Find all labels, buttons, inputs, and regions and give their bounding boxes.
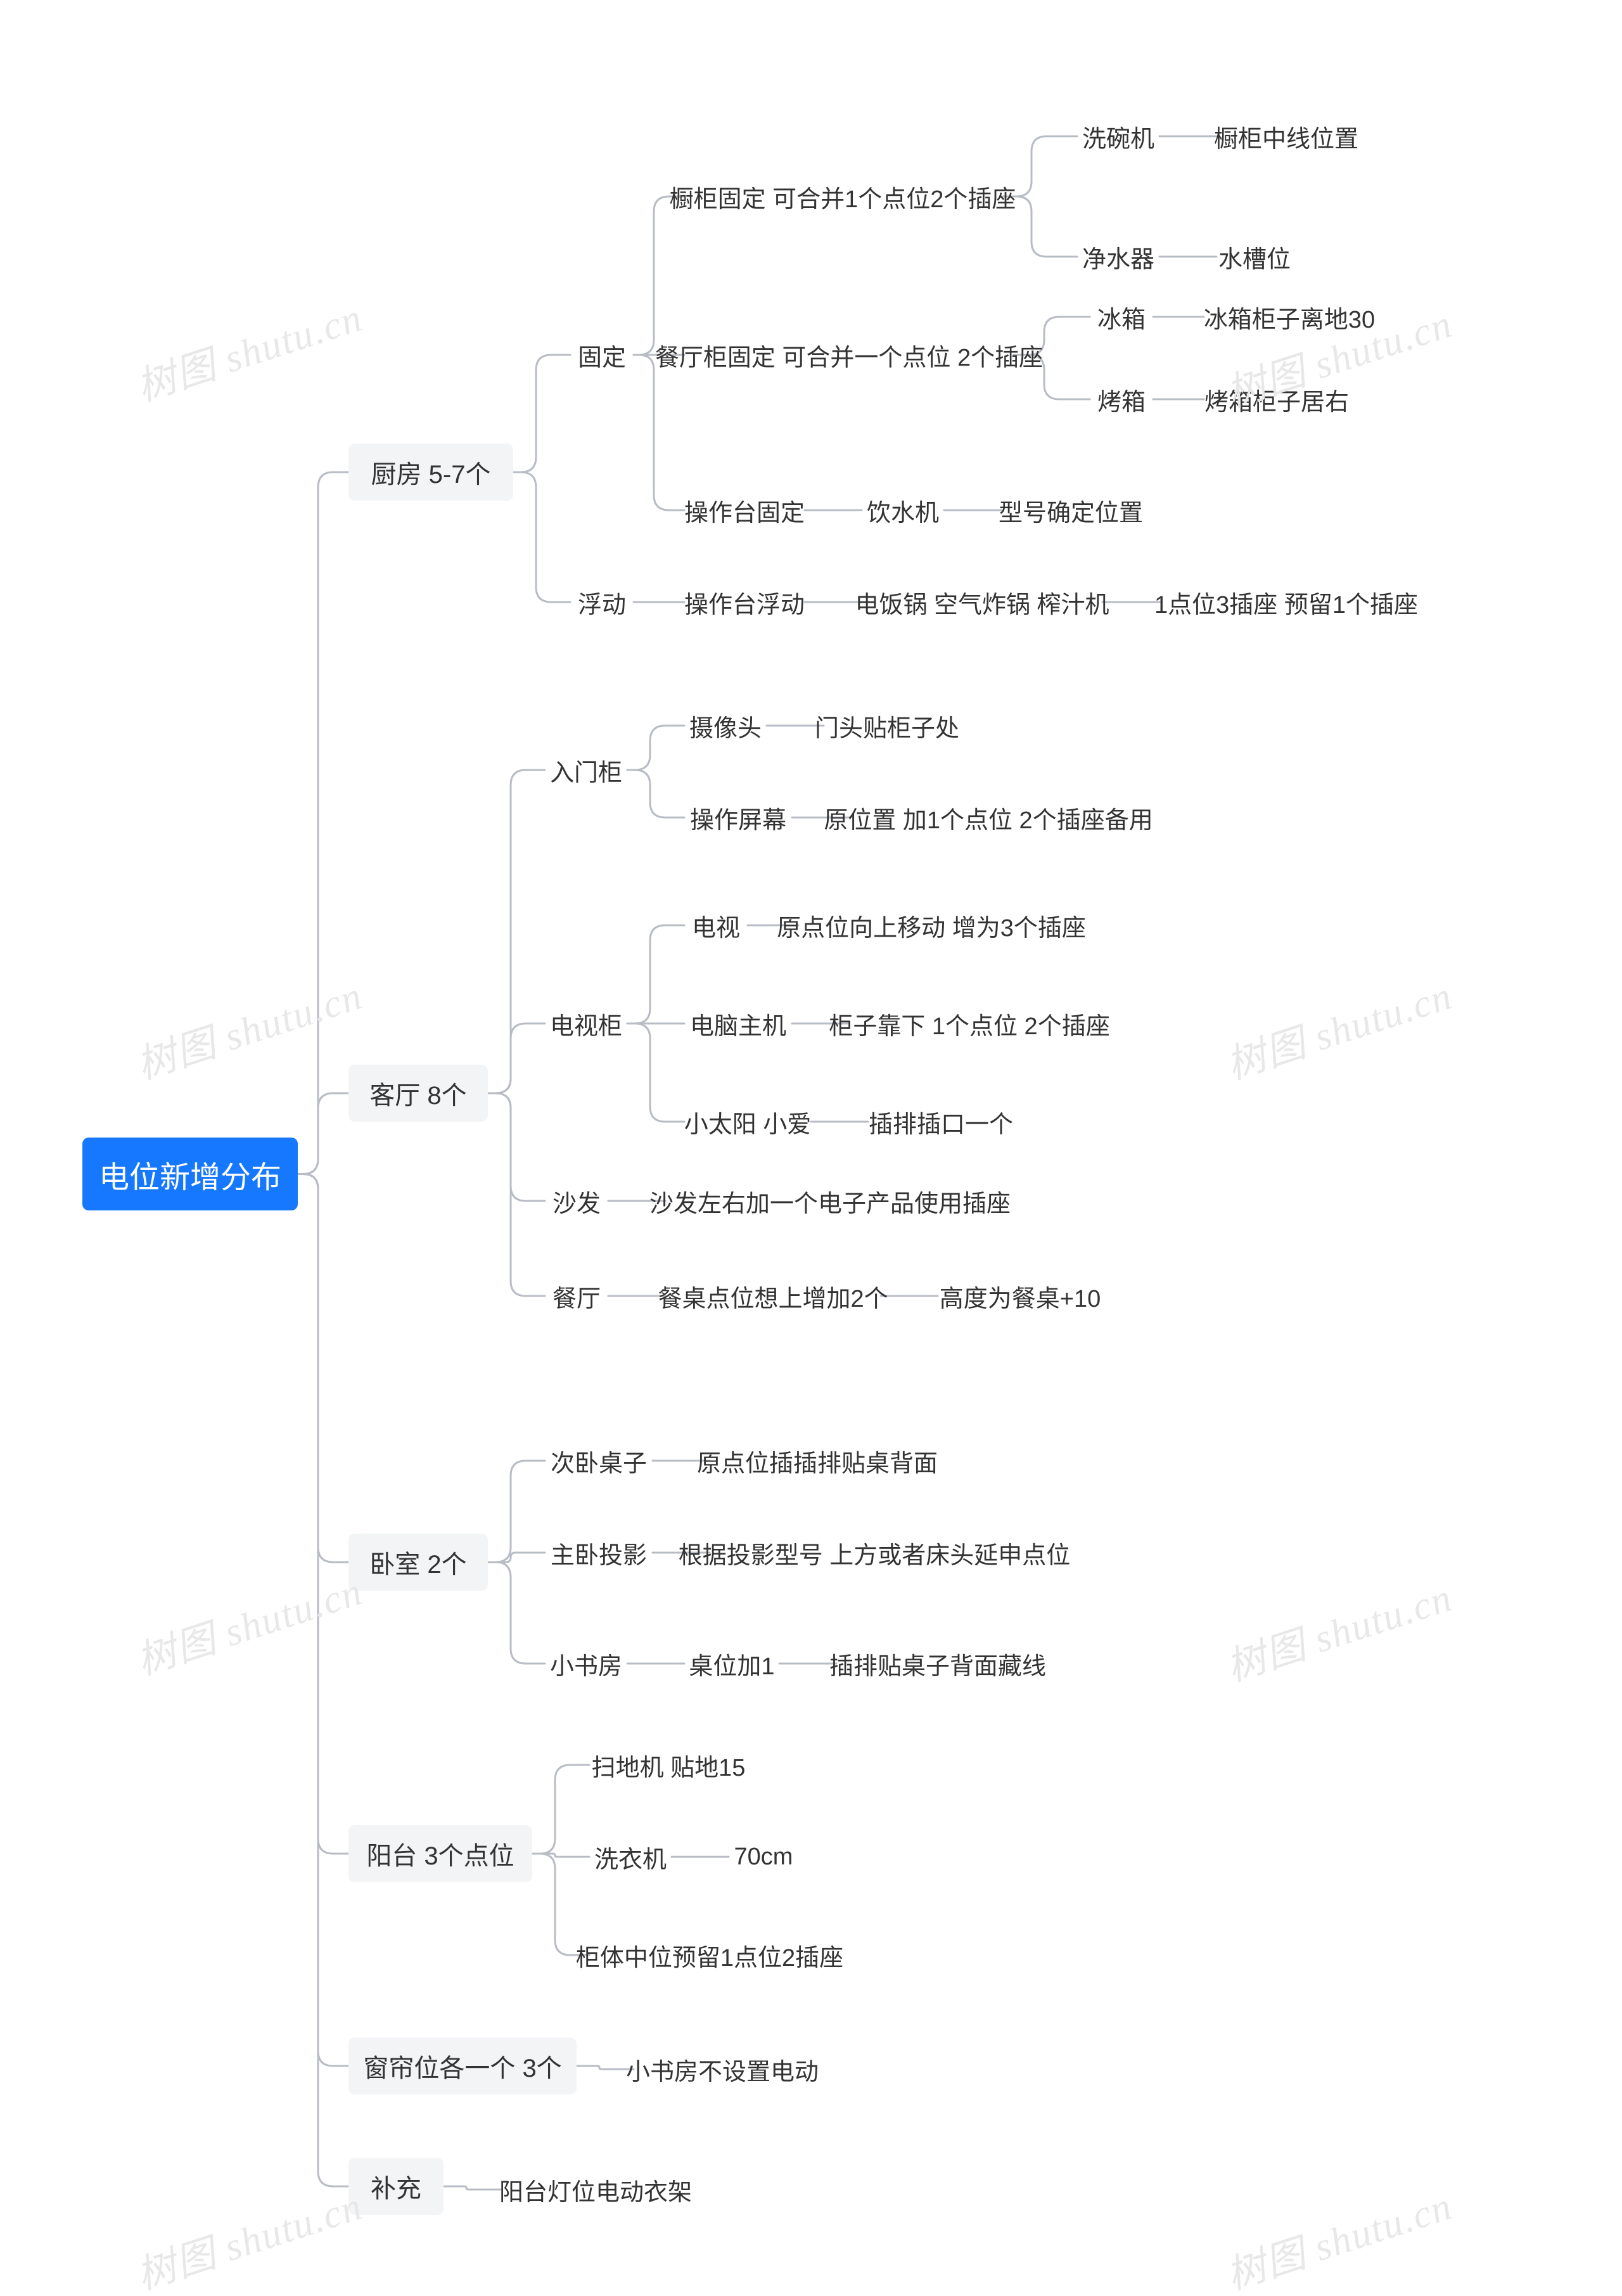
node-cam: 摄像头 <box>684 707 767 745</box>
node-cab_fix: 橱柜固定 可合并1个点位2个插座 <box>684 177 1001 215</box>
node-water_pos: 型号确定位置 <box>1001 491 1140 529</box>
node-proj_pos: 根据投影型号 上方或者床头延申点位 <box>710 1534 1039 1572</box>
node-study: 小书房 <box>545 1645 627 1683</box>
node-oven_pos: 烤箱柜子居右 <box>1204 380 1350 418</box>
node-curtain: 窗帘位各一个 3个 <box>348 2037 577 2094</box>
node-living: 客厅 8个 <box>348 1065 488 1122</box>
watermark: 树图 shutu.cn <box>1218 1565 1459 1692</box>
node-purifier: 净水器 <box>1077 238 1159 276</box>
node-sweep: 扫地机 贴地15 <box>589 1746 748 1784</box>
node-dining_pos: 餐桌点位想上增加2个 <box>665 1277 881 1315</box>
node-fridge_pos: 冰箱柜子离地30 <box>1204 298 1375 336</box>
node-washer_h: 70cm <box>729 1838 798 1876</box>
node-water: 饮水机 <box>862 491 944 529</box>
node-root: 电位新增分布 <box>82 1138 298 1210</box>
node-cookers: 电饭锅 空气炸锅 榨汁机 <box>862 583 1102 621</box>
node-sofa_pos: 沙发左右加一个电子产品使用插座 <box>665 1182 995 1220</box>
node-tv_pos: 原点位向上移动 增为3个插座 <box>798 906 1064 944</box>
watermark: 树图 shutu.cn <box>1218 2174 1459 2296</box>
node-desk2: 次卧桌子 <box>545 1442 653 1480</box>
node-dish_pos: 橱柜中线位置 <box>1216 117 1356 155</box>
node-float: 浮动 <box>570 583 634 621</box>
node-curtain_note: 小书房不设置电动 <box>634 2050 811 2088</box>
node-bedroom: 卧室 2个 <box>348 1534 488 1591</box>
node-desk2_pos: 原点位插插排贴桌背面 <box>710 1442 925 1480</box>
node-screen: 操作屏幕 <box>684 798 792 837</box>
node-op_fix: 操作台固定 <box>684 491 805 529</box>
node-cab_mid: 柜体中位预留1点位2插座 <box>589 1936 830 1974</box>
node-purifier_pos: 水槽位 <box>1216 238 1293 276</box>
node-screen_pos: 原位置 加1个点位 2个插座备用 <box>849 798 1128 837</box>
node-extra: 补充 <box>348 2158 444 2215</box>
node-tvcab: 电视柜 <box>545 1004 627 1042</box>
node-fridge: 冰箱 <box>1090 298 1153 336</box>
watermark: 树图 shutu.cn <box>128 285 369 412</box>
node-oven: 烤箱 <box>1090 380 1153 418</box>
watermark: 树图 shutu.cn <box>128 1559 369 1686</box>
node-op_float: 操作台浮动 <box>684 583 805 621</box>
mindmap-canvas: 电位新增分布 厨房 5-7个客厅 8个卧室 2个阳台 3个点位窗帘位各一个 3个补… <box>0 0 1622 2296</box>
node-sofa: 沙发 <box>545 1182 608 1220</box>
node-sun: 小太阳 小爱 <box>684 1103 811 1141</box>
node-proj: 主卧投影 <box>545 1534 653 1572</box>
node-balcony: 阳台 3个点位 <box>348 1825 532 1882</box>
node-cam_pos: 门头贴柜子处 <box>824 707 950 745</box>
node-extra_note: 阳台灯位电动衣架 <box>501 2171 691 2209</box>
node-sun_pos: 插排插口一个 <box>868 1103 1014 1141</box>
node-washer: 洗衣机 <box>589 1838 672 1876</box>
watermark: 树图 shutu.cn <box>128 963 369 1090</box>
node-study_pos: 桌位加1 <box>684 1645 779 1683</box>
node-entry: 入门柜 <box>545 751 627 789</box>
node-dining_h: 高度为餐桌+10 <box>938 1277 1102 1315</box>
node-dining: 餐厅 <box>545 1277 608 1315</box>
watermark: 树图 shutu.cn <box>128 2174 369 2296</box>
node-tv: 电视 <box>684 906 748 944</box>
node-fixed: 固定 <box>570 336 634 374</box>
node-din_fix: 餐厅柜固定 可合并一个点位 2个插座 <box>684 336 1014 374</box>
node-cookers_pos: 1点位3插座 预留1个插座 <box>1159 583 1413 621</box>
node-dish: 洗碗机 <box>1077 117 1159 155</box>
watermark: 树图 shutu.cn <box>1218 963 1459 1090</box>
node-pc: 电脑主机 <box>684 1004 792 1042</box>
node-pc_pos: 柜子靠下 1个点位 2个插座 <box>849 1004 1090 1042</box>
node-kitchen: 厨房 5-7个 <box>348 444 513 501</box>
node-study_pos2: 插排贴桌子背面藏线 <box>836 1645 1039 1683</box>
